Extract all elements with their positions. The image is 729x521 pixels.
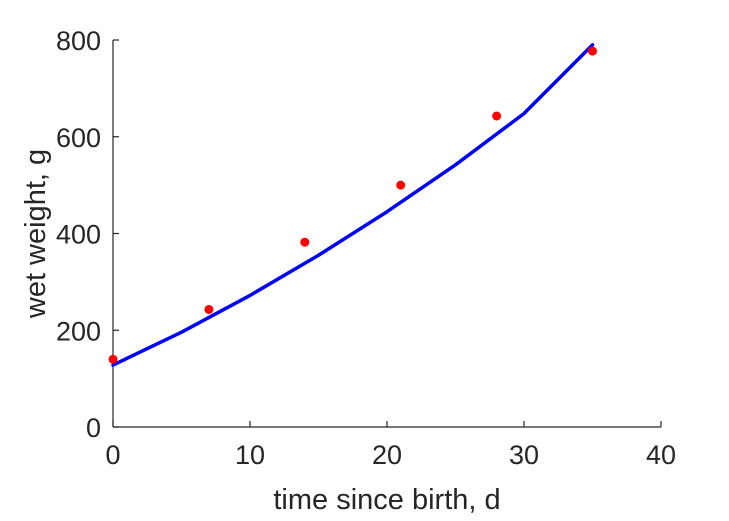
y-tick-label: 200 (56, 316, 101, 346)
data-point (396, 180, 406, 190)
x-tick-label: 30 (509, 440, 539, 470)
x-tick-label: 10 (235, 440, 265, 470)
x-ticks: 0 10 20 30 40 (105, 421, 676, 470)
data-point (204, 304, 214, 314)
y-tick-label: 400 (56, 220, 101, 250)
x-tick-label: 0 (105, 440, 120, 470)
y-tick-label: 600 (56, 123, 101, 153)
x-tick-label: 20 (372, 440, 402, 470)
y-ticks: 0 200 400 600 800 (56, 26, 119, 443)
axes (112, 40, 661, 428)
y-tick-label: 0 (86, 413, 101, 443)
data-point (492, 111, 502, 121)
data-point (300, 237, 310, 247)
y-axis-label: wet weight, g (20, 149, 52, 319)
y-tick-label: 800 (56, 26, 101, 56)
series-layer (108, 43, 597, 367)
data-point (108, 354, 118, 364)
x-axis-label: time since birth, d (273, 484, 500, 516)
data-point (588, 46, 597, 56)
fit-curve-line (111, 43, 595, 367)
x-tick-label: 40 (646, 440, 676, 470)
